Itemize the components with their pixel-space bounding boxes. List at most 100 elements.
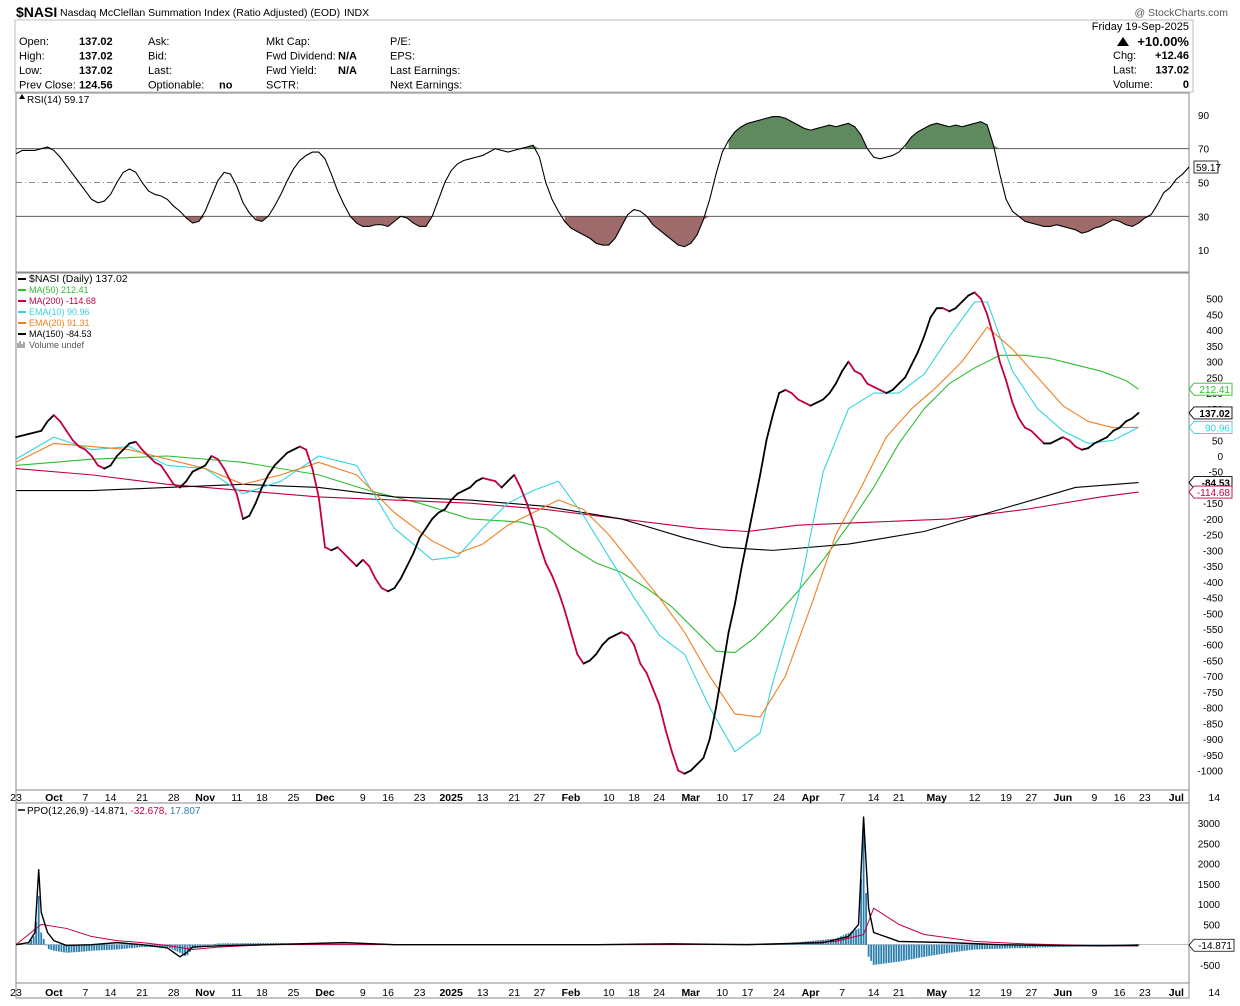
ppo-histogram-bar (956, 945, 958, 952)
quote-mid2-label: Mkt Cap: (266, 36, 310, 48)
ppo-histogram-bar (976, 945, 978, 950)
ppo-histogram-bar (50, 945, 52, 950)
ppo-title: PPO(12,26,9) -14.871, -32.678, 17.807 (27, 806, 201, 817)
date-tick-label: 12 (969, 792, 981, 804)
quote-left-label: High: (19, 51, 45, 63)
date-tick-label: Feb (562, 987, 581, 999)
ppo-histogram-bar (222, 943, 224, 944)
date-tick-label: 11 (231, 987, 242, 999)
date-tick-label: 21 (508, 987, 520, 999)
date-tick-label: 27 (1025, 792, 1037, 804)
ppo-histogram-bar (43, 939, 45, 945)
ppo-histogram-bar (209, 945, 211, 946)
price-tick-label: 300 (1206, 358, 1223, 369)
price-tick-label: -150 (1203, 499, 1223, 510)
quote-mid2-label: SCTR: (266, 80, 299, 92)
date-tick-label: 7 (839, 987, 845, 999)
ppo-tick-label: 500 (1203, 920, 1220, 931)
ppo-tick-label: -500 (1200, 961, 1220, 972)
ppo-histogram-bar (966, 945, 968, 951)
quote-mid2-value: N/A (338, 51, 357, 63)
ppo-histogram-bar (53, 945, 55, 951)
ppo-histogram-bar (88, 945, 90, 951)
ppo-histogram-bar (245, 943, 247, 944)
date-tick-label: 28 (168, 792, 180, 804)
ppo-histogram-bar (954, 945, 956, 952)
price-tick-label: -400 (1203, 578, 1223, 589)
ppo-panel (16, 803, 1189, 983)
ppo-histogram-bar (870, 945, 872, 961)
ppo-histogram-bar (911, 945, 913, 960)
quote-left-label: Prev Close: (19, 80, 76, 92)
legend-entry: MA(50) 212.41 (29, 285, 89, 295)
quote-mid3-label: Last Earnings: (390, 65, 460, 77)
date-tick-label: 24 (773, 792, 785, 804)
price-label: 90.96 (1205, 423, 1230, 434)
date-tick-label: 14 (105, 987, 117, 999)
ppo-histogram-bar (986, 945, 988, 949)
price-tick-label: -700 (1203, 672, 1223, 683)
exchange: INDX (344, 7, 369, 19)
price-tick-label: -950 (1203, 751, 1223, 762)
date-tick-label: 18 (628, 792, 640, 804)
ppo-histogram-bar (971, 945, 973, 950)
date-tick-label: 21 (136, 987, 148, 999)
date-tick-label: 25 (288, 792, 300, 804)
ppo-histogram-bar (217, 943, 219, 944)
date-tick-label: Jul (1169, 792, 1184, 804)
quote-mid3-label: EPS: (390, 51, 415, 63)
date-tick-label: Dec (315, 987, 334, 999)
ppo-histogram-bar (227, 943, 229, 944)
ppo-histogram-bar (232, 943, 234, 944)
quote-mid1-label: Optionable: (148, 80, 204, 92)
date-tick-label: 2025 (439, 987, 463, 999)
date-tick-label: 10 (716, 792, 728, 804)
ppo-title-part: 17.807 (167, 806, 201, 817)
ppo-histogram-bar (83, 945, 85, 952)
date-tick-label: 27 (534, 987, 546, 999)
ppo-histogram-bar (40, 932, 42, 944)
ppo-histogram-bar (923, 945, 925, 957)
date-tick-label: 9 (1091, 792, 1097, 804)
date-tick-label: 19 (1000, 987, 1012, 999)
date-tick-label: 16 (1114, 792, 1126, 804)
date-tick-label: 2025 (439, 792, 463, 804)
ppo-title-part: -32.678, (128, 806, 167, 817)
ppo-histogram-bar (948, 945, 950, 953)
rsi-tick-label: 30 (1198, 212, 1210, 223)
price-label: 137.02 (1199, 409, 1230, 420)
legend-entry: MA(150) -84.53 (29, 329, 92, 339)
ppo-histogram-bar (93, 945, 95, 951)
price-tick-label: 350 (1206, 342, 1223, 353)
quote-mid3-label: Next Earnings: (390, 80, 462, 92)
date-tick-label: 13 (477, 792, 489, 804)
ppo-histogram-bar (863, 829, 865, 944)
ppo-tick-label: 2500 (1198, 839, 1221, 850)
date-tick-label: Nov (195, 987, 215, 999)
ppo-histogram-bar (868, 945, 870, 957)
ppo-histogram-bar (921, 945, 923, 958)
rsi-last-label: 59.17 (1196, 163, 1221, 174)
ppo-histogram-bar (959, 945, 961, 952)
date-tick-label: 28 (168, 987, 180, 999)
ppo-histogram-bar (182, 945, 184, 955)
change-pct: +10.00% (1137, 34, 1189, 49)
ppo-histogram-bar (172, 945, 174, 950)
date-tick-label: 14 (105, 792, 117, 804)
quote-left-value: 124.56 (79, 80, 113, 92)
date-tick-label: 16 (382, 792, 394, 804)
quote-left-value: 137.02 (79, 51, 113, 63)
ppo-histogram-bar (895, 945, 897, 962)
legend-entry: Volume undef (29, 340, 85, 350)
price-tick-label: -850 (1203, 719, 1223, 730)
ppo-histogram-bar (207, 945, 209, 946)
date-tick-label: 7 (839, 792, 845, 804)
price-tick-label: -650 (1203, 656, 1223, 667)
price-tick-label: -250 (1203, 531, 1223, 542)
date-tick-label: Jul (1169, 987, 1184, 999)
ppo-histogram-bar (875, 945, 877, 965)
ppo-histogram-bar (96, 945, 98, 951)
rsi-title: RSI(14) 59.17 (27, 95, 90, 106)
date-tick-label: May (927, 987, 948, 999)
